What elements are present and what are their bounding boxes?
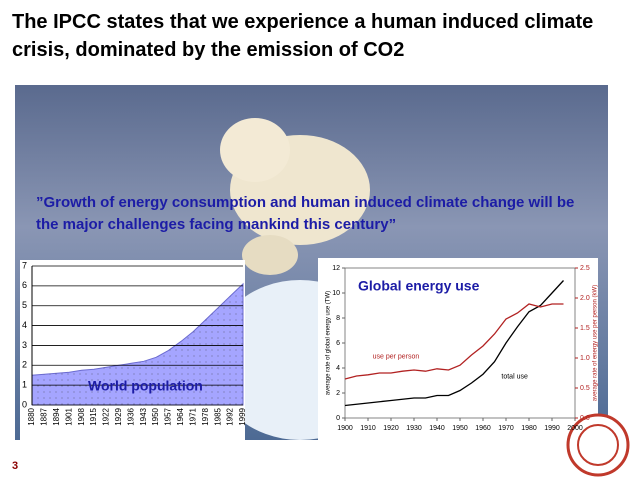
x-tick-label: 1929 — [114, 407, 123, 425]
y2-tick-label: 2.5 — [580, 265, 590, 272]
y2-tick-label: 2.0 — [580, 295, 590, 302]
y-tick-label: 6 — [336, 340, 340, 347]
y2-tick-label: 1.0 — [580, 355, 590, 362]
y2-tick-label: 0.5 — [580, 385, 590, 392]
x-tick-label: 1910 — [360, 425, 376, 432]
x-tick-label: 1999 — [238, 407, 247, 425]
x-tick-label: 1985 — [213, 407, 222, 425]
y2-tick-label: 1.5 — [580, 325, 590, 332]
x-tick-label: 1940 — [429, 425, 445, 432]
y-tick-label: 4 — [22, 320, 27, 330]
x-tick-label: 1980 — [521, 425, 537, 432]
y-tick-label: 0 — [336, 415, 340, 422]
x-tick-label: 1992 — [226, 407, 235, 425]
x-tick-label: 1887 — [40, 407, 49, 425]
slide-title: The IPCC states that we experience a hum… — [12, 11, 594, 61]
y-tick-label: 8 — [336, 315, 340, 322]
y-tick-label: 5 — [22, 300, 27, 310]
x-tick-label: 1901 — [64, 407, 73, 425]
y-tick-label: 3 — [22, 340, 27, 350]
y-tick-label: 2 — [336, 390, 340, 397]
series-line — [344, 303, 564, 380]
chart-title: World population — [88, 378, 203, 394]
y2-axis-title: average rate of energy use per person (k… — [593, 285, 599, 401]
series-label: use per person — [373, 354, 420, 361]
university-logo — [566, 413, 630, 477]
x-tick-label: 1978 — [201, 407, 210, 425]
x-tick-label: 1915 — [89, 407, 98, 425]
x-tick-label: 1936 — [126, 407, 135, 425]
x-tick-label: 1970 — [498, 425, 514, 432]
y-axis-title: average rate of global energy use (TW) — [326, 291, 332, 395]
x-tick-label: 1930 — [406, 425, 422, 432]
x-tick-label: 1990 — [544, 425, 560, 432]
chart-panel — [318, 258, 598, 440]
series-label: total use — [501, 374, 528, 381]
x-tick-label: 1960 — [475, 425, 491, 432]
x-tick-label: 1908 — [77, 407, 86, 425]
y2-tick-label: 0.0 — [580, 415, 590, 422]
y-tick-label: 10 — [332, 290, 340, 297]
x-tick-label: 1880 — [27, 407, 36, 425]
y-tick-label: 12 — [332, 265, 340, 272]
university-logo-inner — [577, 424, 619, 466]
y-tick-label: 0 — [22, 399, 27, 409]
y-tick-label: 1 — [22, 380, 27, 390]
x-tick-label: 1964 — [176, 407, 185, 425]
area-texture — [32, 283, 243, 405]
chart-title: Global energy use — [358, 278, 480, 294]
series-line — [344, 280, 564, 407]
bear-leg — [242, 235, 298, 275]
y-tick-label: 7 — [22, 260, 27, 270]
quote: ”Growth of energy consumption and human … — [36, 194, 575, 233]
x-tick-label: 1971 — [188, 407, 197, 425]
x-tick-label: 2000 — [567, 425, 583, 432]
x-tick-label: 1922 — [102, 407, 111, 425]
y-tick-label: 2 — [22, 360, 27, 370]
page-number: 3 — [12, 460, 18, 472]
x-tick-label: 1950 — [151, 407, 160, 425]
y-tick-label: 6 — [22, 280, 27, 290]
x-tick-label: 1900 — [337, 425, 353, 432]
x-tick-label: 1943 — [139, 407, 148, 425]
x-tick-label: 1894 — [52, 407, 61, 425]
y-tick-label: 4 — [336, 365, 340, 372]
x-tick-label: 1957 — [164, 407, 173, 425]
bear-head — [220, 118, 290, 182]
x-tick-label: 1920 — [383, 425, 399, 432]
x-tick-label: 1950 — [452, 425, 468, 432]
